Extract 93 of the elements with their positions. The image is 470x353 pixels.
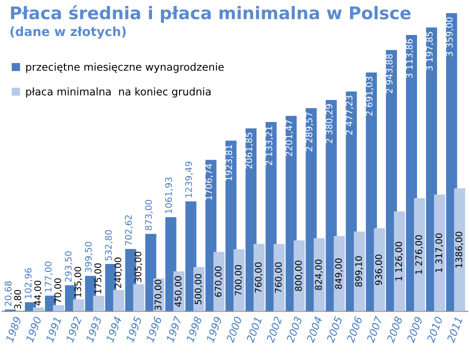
data-label: 936,00 [375, 254, 383, 286]
data-label: 3 113,86 [406, 39, 414, 78]
data-label: 2061,85 [245, 132, 254, 169]
data-label: 700,00 [234, 265, 243, 296]
data-label: 760,00 [274, 262, 283, 293]
data-label: 849,00 [335, 258, 343, 289]
data-label: 2 133,21 [265, 126, 274, 166]
data-label: 135,00 [74, 266, 82, 297]
data-label: 760,00 [254, 262, 263, 293]
text: (dane w złotych) [10, 26, 126, 39]
data-label: 1386,00 [455, 232, 464, 268]
data-label: 70,00 [54, 278, 62, 303]
x-tick-label: 2001 [246, 317, 262, 344]
bar [294, 240, 305, 312]
x-tick-label: 2002 [266, 316, 282, 344]
data-label: 2 477,23 [346, 96, 354, 135]
data-label: 2201,47 [285, 120, 294, 156]
x-tick-label: 1995 [126, 316, 142, 343]
data-label: 2 289,57 [306, 112, 314, 152]
bar [145, 234, 156, 312]
data-label: 240,00 [114, 258, 122, 288]
data-label: 450,00 [174, 276, 182, 307]
x-tick-label: 2007 [366, 316, 383, 344]
data-label: 20,68 [4, 281, 12, 306]
bar [434, 194, 446, 312]
data-label: 399,50 [84, 242, 93, 272]
x-tick-label: 2003 [286, 316, 302, 344]
data-label: 500,00 [194, 274, 202, 304]
x-tick-label: 1993 [86, 316, 102, 343]
data-label: 824,00 [315, 260, 323, 290]
x-tick-label: 1989 [5, 316, 22, 343]
x-tick-label: 1996 [146, 316, 162, 343]
x-tick-label: 2010 [426, 316, 443, 344]
x-tick-label: 1992 [66, 316, 82, 343]
data-label: 3 359,00 [446, 17, 454, 56]
x-tick-label: 2004 [306, 316, 322, 344]
data-label: 293,50 [64, 251, 73, 282]
bar [394, 211, 405, 312]
x-tick-label: 2011 [446, 317, 462, 344]
x-tick-label: 1994 [106, 316, 122, 343]
bar [233, 249, 245, 312]
x-tick-label: 1990 [26, 316, 42, 343]
legend-label: płaca minimalna na koniec grudnia [26, 87, 211, 98]
bar [133, 284, 144, 312]
data-label: 3 197,85 [426, 32, 434, 71]
bar [254, 244, 265, 312]
x-tick-label: 2009 [406, 316, 423, 344]
legend-label: przeciętne miesięczne wynagrodzenie [26, 62, 224, 73]
x-tick-label: 1997 [166, 316, 182, 343]
x-tick-label: 2008 [386, 316, 403, 344]
bar [314, 238, 325, 312]
bar [113, 290, 124, 312]
data-label: 1061,93 [165, 177, 173, 214]
data-label: 3,80 [14, 290, 22, 309]
bar [52, 305, 64, 312]
data-label: 670,00 [214, 266, 222, 297]
data-label: 44,00 [34, 280, 42, 306]
data-label: 702,62 [124, 215, 133, 246]
bar [213, 252, 224, 312]
data-label: 175,00 [94, 263, 102, 294]
data-label: 2 943,88 [386, 54, 394, 94]
data-label: 2 691,03 [366, 76, 374, 116]
data-label: 1239,49 [185, 162, 193, 198]
data-label: 1 126,00 [395, 242, 403, 280]
bar [354, 232, 365, 312]
x-tick-label: 2005 [326, 316, 342, 344]
bar [414, 198, 426, 312]
data-label: 1923,81 [225, 144, 234, 180]
data-label: 2 380,29 [326, 104, 334, 144]
bar [93, 296, 104, 312]
data-label: 305,00 [134, 252, 142, 282]
bar [32, 307, 44, 312]
data-label: 1 276,00 [415, 235, 424, 274]
data-label: 102,96 [24, 268, 32, 298]
bar [274, 244, 285, 312]
data-label: 873,00 [145, 200, 153, 230]
x-tick-label: 2000 [226, 316, 242, 344]
x-tick-label: 1999 [206, 316, 222, 343]
data-label: 800,00 [294, 260, 303, 292]
bar [334, 236, 345, 312]
bar [73, 299, 84, 312]
data-label: 1 317,00 [435, 233, 444, 272]
data-label: 370,00 [154, 280, 162, 310]
bar [454, 188, 466, 312]
x-tick-label: 1991 [46, 317, 62, 343]
bar [374, 228, 385, 312]
data-label: 1706,74 [205, 164, 213, 200]
data-label: 532,80 [104, 230, 113, 260]
chart-title: Płaca średnia i płaca minimalna w Polsce [10, 5, 411, 23]
x-tick-label: 2006 [346, 316, 363, 344]
data-label: 899,10 [355, 256, 363, 287]
data-label: 177,00 [44, 262, 53, 292]
x-tick-label: 1998 [186, 316, 202, 343]
